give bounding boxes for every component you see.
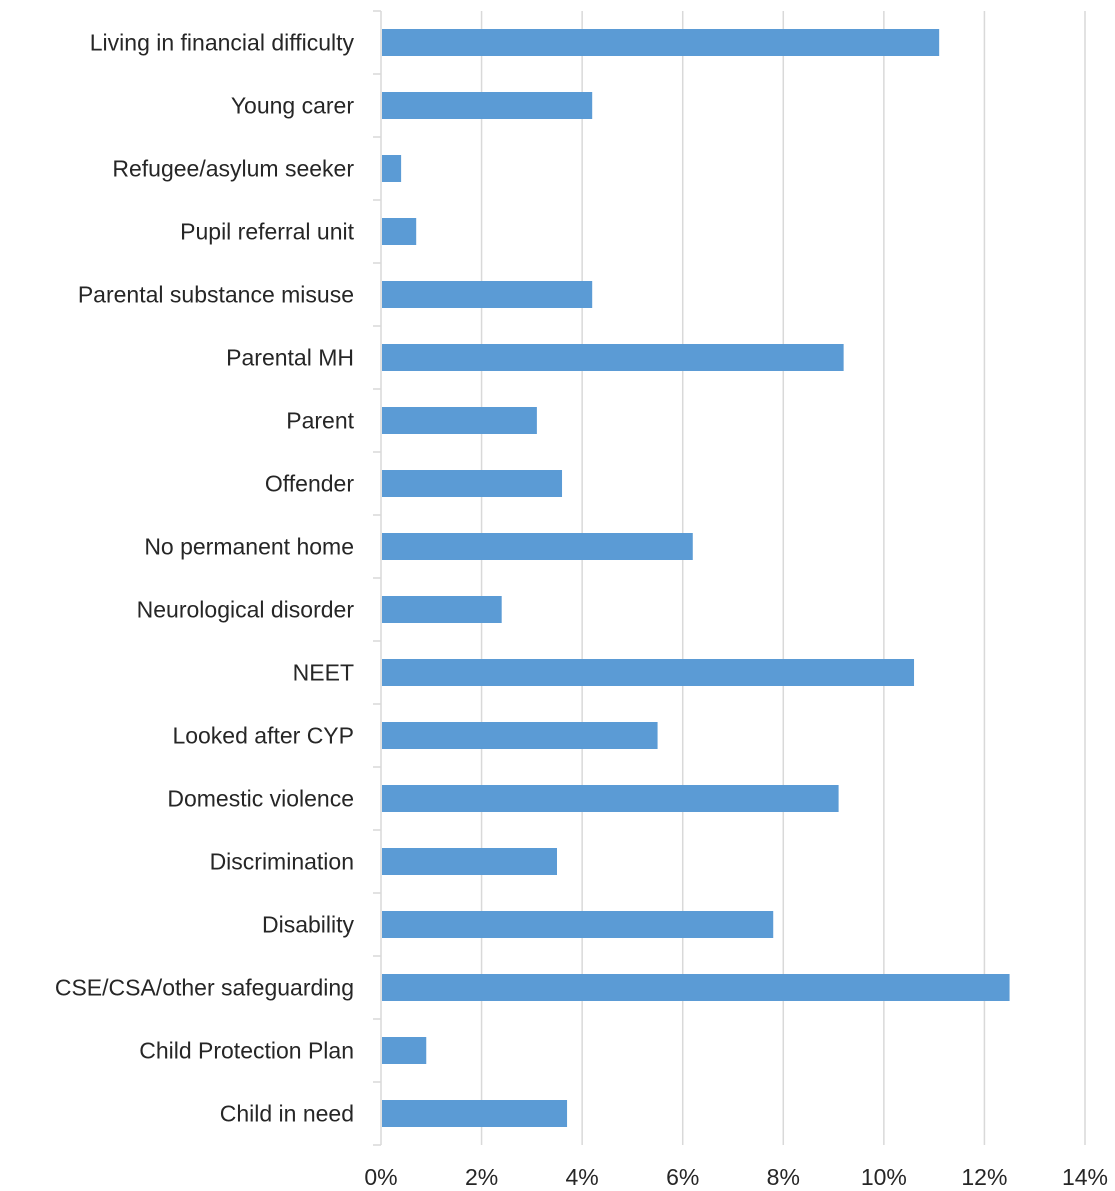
x-tick-label: 10% bbox=[861, 1164, 907, 1190]
x-tick-label: 6% bbox=[666, 1164, 699, 1190]
category-label: Living in financial difficulty bbox=[90, 30, 355, 56]
bar bbox=[382, 596, 502, 623]
bar bbox=[382, 344, 844, 371]
category-label: CSE/CSA/other safeguarding bbox=[55, 975, 354, 1001]
category-label: Parental substance misuse bbox=[78, 282, 354, 308]
category-label: Parent bbox=[286, 408, 354, 434]
x-tick-label: 8% bbox=[767, 1164, 800, 1190]
bar bbox=[382, 407, 537, 434]
x-tick-label: 4% bbox=[566, 1164, 599, 1190]
grid-lines bbox=[480, 11, 1086, 1145]
category-label: Offender bbox=[265, 471, 354, 497]
category-label: No permanent home bbox=[144, 534, 354, 560]
category-axis bbox=[373, 10, 382, 1146]
bar bbox=[382, 281, 593, 308]
bar bbox=[382, 218, 417, 245]
bar bbox=[382, 848, 557, 875]
bar bbox=[382, 1037, 427, 1064]
bar bbox=[382, 470, 563, 497]
bar bbox=[382, 659, 915, 686]
x-tick-label: 2% bbox=[465, 1164, 498, 1190]
x-tick-label: 0% bbox=[364, 1164, 397, 1190]
category-label: Pupil referral unit bbox=[180, 219, 354, 245]
category-label: Discrimination bbox=[210, 849, 354, 875]
category-label: Looked after CYP bbox=[172, 723, 354, 749]
bar bbox=[382, 533, 693, 560]
x-tick-label: 14% bbox=[1062, 1164, 1108, 1190]
category-label: Young carer bbox=[231, 93, 355, 119]
category-labels: Living in financial difficulty Young care… bbox=[55, 30, 355, 1127]
category-label: Refugee/asylum seeker bbox=[112, 156, 354, 182]
bar bbox=[382, 29, 940, 56]
category-label: Disability bbox=[262, 912, 355, 938]
bar bbox=[382, 911, 774, 938]
category-label: Parental MH bbox=[226, 345, 354, 371]
category-label: Child Protection Plan bbox=[139, 1038, 354, 1064]
bar bbox=[382, 722, 658, 749]
bar bbox=[382, 1100, 568, 1127]
category-label: NEET bbox=[293, 660, 354, 686]
bars bbox=[382, 29, 1010, 1127]
value-axis-ticks: 0% 2% 4% 6% 8% 10% 12% 14% bbox=[364, 1164, 1108, 1190]
bar bbox=[382, 155, 402, 182]
bar bbox=[382, 92, 593, 119]
x-tick-label: 12% bbox=[961, 1164, 1007, 1190]
bar bbox=[382, 974, 1010, 1001]
category-label: Neurological disorder bbox=[137, 597, 355, 623]
bar bbox=[382, 785, 839, 812]
category-label: Domestic violence bbox=[167, 786, 354, 812]
category-label: Child in need bbox=[220, 1101, 354, 1127]
